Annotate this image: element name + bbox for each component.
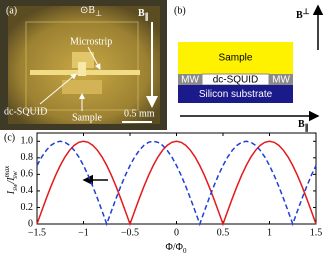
sample-layer xyxy=(178,42,293,74)
b-par-label: B∥ xyxy=(138,8,149,21)
sample-label: Sample xyxy=(219,53,253,64)
x-axis-label: Φ/Φ0 xyxy=(166,242,187,254)
panel-label: (c) xyxy=(4,132,15,143)
y-label-part: I xyxy=(6,177,17,182)
series-line xyxy=(36,140,317,227)
panel-label: (a) xyxy=(6,5,17,16)
y-label-part: / xyxy=(6,180,17,185)
series-line xyxy=(36,140,317,227)
y-label-part: sw xyxy=(11,171,19,179)
y-label-part: I xyxy=(6,190,17,195)
y-tick-label: 0.4 xyxy=(21,185,34,196)
mw-label: MW xyxy=(272,75,290,86)
mw-layer xyxy=(269,74,293,85)
x-tick-label: −0.5 xyxy=(121,227,139,238)
y-label-part: sw xyxy=(11,183,19,191)
squid-label: dc-SQUID xyxy=(4,106,47,117)
x-label-part: Φ/Φ xyxy=(166,242,183,253)
pad xyxy=(72,52,94,68)
b-sup: ⊥ xyxy=(303,7,310,16)
panel-a: (a) ⊙B⊥ B∥ Microstrip dc-SQUID Sample 0.… xyxy=(0,0,167,130)
b-perp-label: B⊥ xyxy=(296,7,310,21)
b-sub: ∥ xyxy=(145,12,149,21)
b-text: B xyxy=(296,10,303,21)
y-tick-label: 0.6 xyxy=(21,169,34,180)
y-label-part: max xyxy=(3,165,11,178)
field-label: ⊙B⊥ xyxy=(80,5,102,18)
b-text: B xyxy=(138,8,145,19)
substrate-label: Silicon substrate xyxy=(199,89,273,100)
mw-layer xyxy=(178,74,202,85)
x-tick-label: 1 xyxy=(267,227,272,238)
b-par-label: B∥ xyxy=(298,119,309,132)
x-tick-label: 0.5 xyxy=(217,227,230,238)
squid-area xyxy=(78,62,86,76)
pad xyxy=(62,80,102,94)
field-text: ⊙B xyxy=(80,5,95,16)
scale-label: 0.5 mm xyxy=(124,108,155,119)
arrow xyxy=(39,73,77,105)
substrate-layer xyxy=(178,85,293,103)
sample-label: Sample xyxy=(72,112,103,123)
plot-frame xyxy=(36,132,317,225)
panel-c: (c) Isw/Imaxsw Φ/Φ0 −1.5 −1 −0.5 0 0.5 1 1.500… xyxy=(3,132,323,254)
x-tick-label: −1 xyxy=(78,227,89,238)
y-axis-label: Isw/Imaxsw xyxy=(3,165,19,195)
x-label-part: 0 xyxy=(183,247,187,255)
mw-label: MW xyxy=(181,75,199,86)
y-tick-label: 0.8 xyxy=(21,152,34,163)
y-tick-label: 1.0 xyxy=(21,136,34,147)
microstrip-label: Microstrip xyxy=(70,36,112,47)
x-tick-label: 1.5 xyxy=(310,227,323,238)
b-sub: ∥ xyxy=(305,123,309,132)
x-tick-label: −1.5 xyxy=(28,227,46,238)
panel-label: (b) xyxy=(174,5,186,16)
arrow xyxy=(87,46,101,70)
x-tick-label: 0 xyxy=(174,227,179,238)
y-tick-label: 0.2 xyxy=(21,202,34,213)
b-text: B xyxy=(298,119,305,130)
squid-label: dc-SQUID xyxy=(213,75,259,86)
panel-b: (b) B⊥ Sample MW dc-SQUID MW Silicon sub… xyxy=(174,4,324,132)
y-tick-label: 0 xyxy=(28,218,33,229)
field-sub: ⊥ xyxy=(95,9,102,18)
